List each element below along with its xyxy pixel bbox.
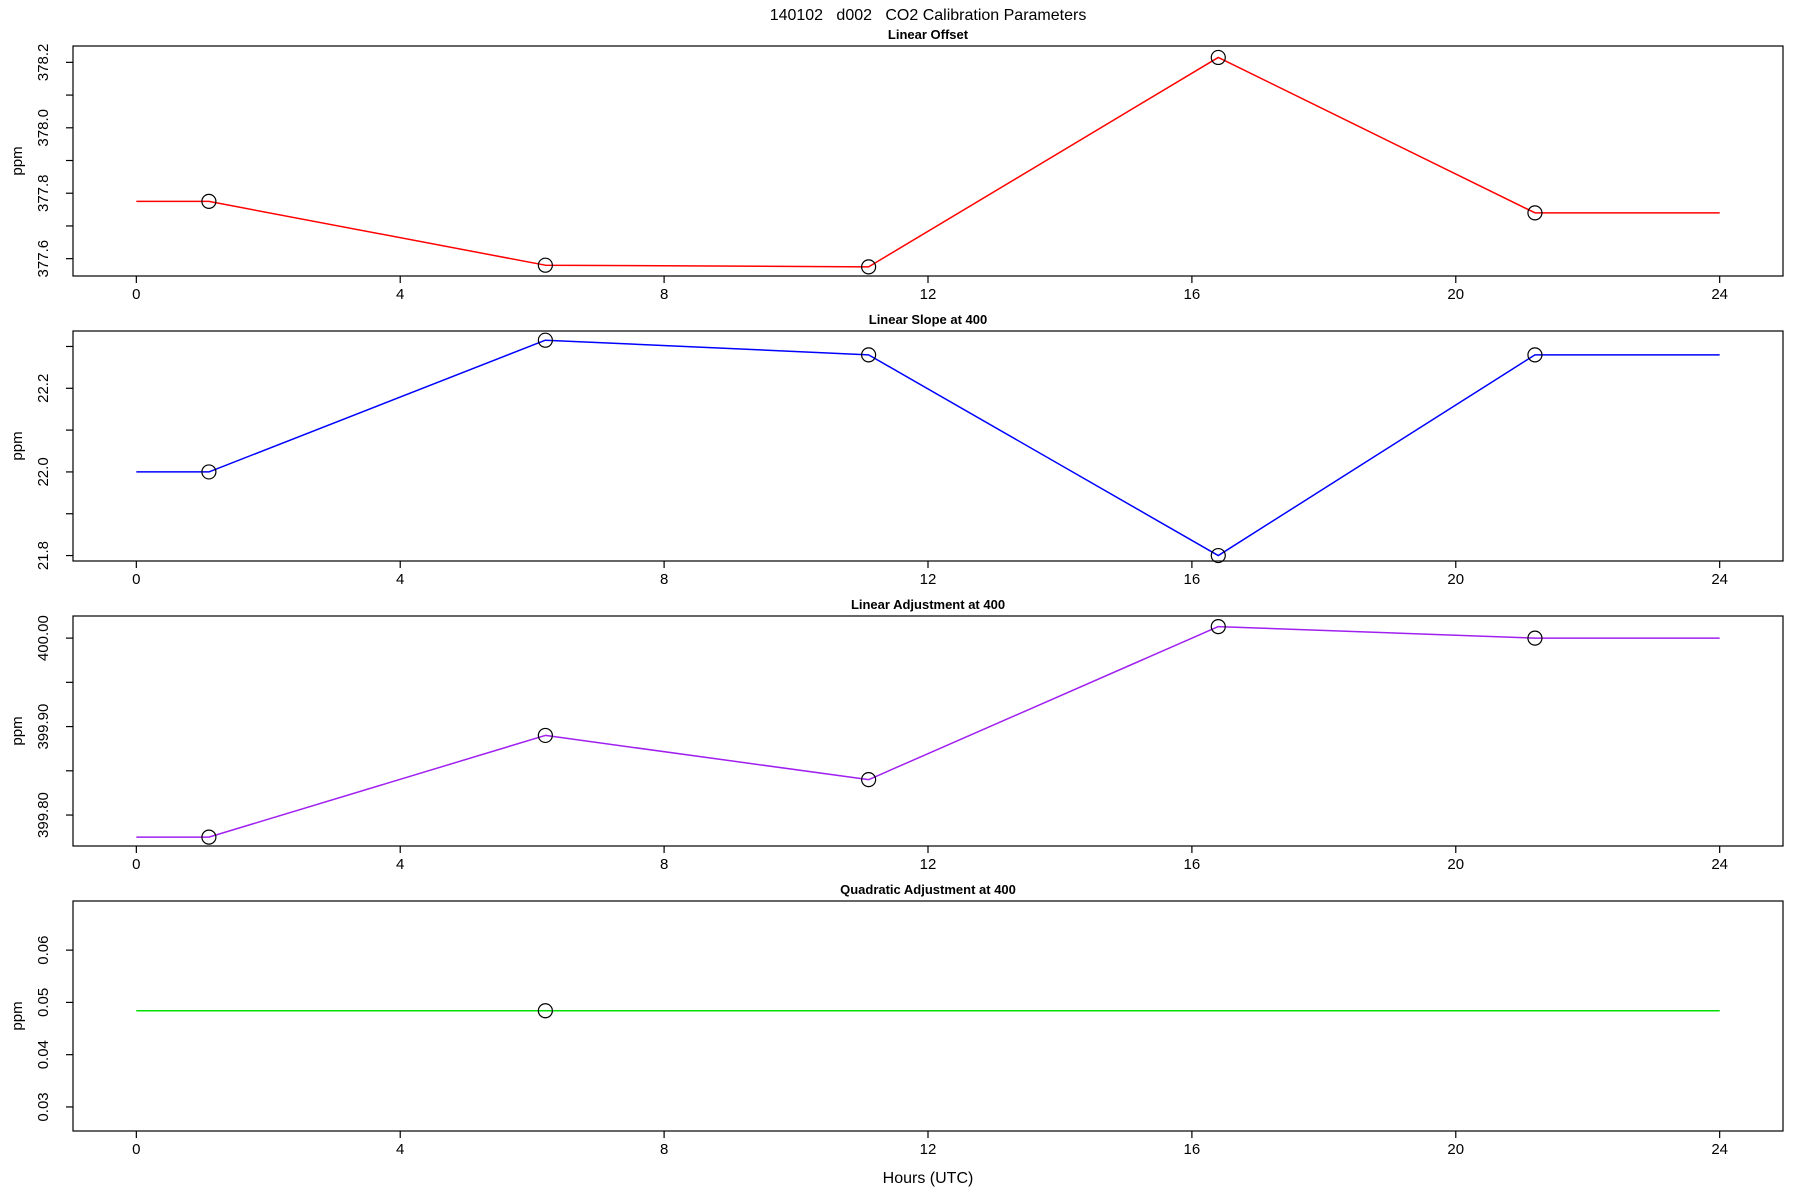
x-axis-tick-label: 24 (1711, 286, 1728, 303)
x-axis-tick-label: 16 (1184, 1141, 1201, 1158)
y-axis-title: ppm (9, 146, 26, 175)
y-axis-tick-label: 399.90 (35, 704, 52, 750)
x-axis-tick-label: 0 (132, 286, 140, 303)
y-axis-tick-label: 400.00 (35, 615, 52, 661)
x-axis-tick-label: 20 (1447, 571, 1464, 588)
y-axis-tick-label: 378.2 (35, 44, 52, 82)
data-point-marker (1527, 630, 1543, 646)
x-axis-tick-label: 8 (660, 1141, 668, 1158)
x-axis-tick-label: 0 (132, 856, 140, 873)
x-axis-tick-label: 4 (396, 856, 404, 873)
y-axis-tick-label: 377.8 (35, 174, 52, 212)
x-axis-tick-label: 8 (660, 571, 668, 588)
x-axis-tick-label: 12 (920, 1141, 937, 1158)
y-axis-tick-label: 0.04 (35, 1040, 52, 1069)
y-axis-tick-label: 399.80 (35, 792, 52, 838)
x-axis-tick-label: 20 (1447, 286, 1464, 303)
panel-title: Quadratic Adjustment at 400 (840, 882, 1016, 897)
panel-title: Linear Offset (888, 27, 969, 42)
data-point-marker (861, 772, 877, 788)
data-point-marker (1210, 619, 1226, 635)
plot-border (72, 330, 1784, 562)
panel-linear-adjustment-at-400: Linear Adjustment at 400 0 4 8 12 16 20 24 399.8… (9, 597, 1784, 873)
x-axis-tick-label: 4 (396, 1141, 404, 1158)
x-axis-tick-label: 20 (1447, 856, 1464, 873)
x-axis-tick-label: 12 (920, 571, 937, 588)
plot-border (72, 900, 1784, 1132)
panel-linear-slope-at-400: Linear Slope at 400 0 4 8 12 16 20 24 21.8 22.0 22… (9, 312, 1784, 588)
y-axis-tick-label: 22.2 (35, 374, 52, 403)
y-axis-title: ppm (9, 1001, 26, 1030)
x-axis-tick-label: 8 (660, 856, 668, 873)
data-point-marker (537, 727, 553, 744)
data-point-marker (1210, 49, 1226, 66)
x-axis-title: Hours (UTC) (882, 1170, 974, 1187)
data-point-marker (1527, 205, 1543, 221)
y-axis-tick-label: 21.8 (35, 541, 52, 570)
plot-border (72, 615, 1784, 847)
panel-linear-offset: Linear Offset 0 4 8 12 16 20 24 377.6 377.8 378.0 3… (9, 27, 1784, 303)
x-axis-tick-label: 0 (132, 1141, 140, 1158)
x-axis-tick-label: 8 (660, 286, 668, 303)
data-point-marker (537, 257, 553, 273)
x-axis-tick-label: 24 (1711, 571, 1728, 588)
x-axis-tick-label: 24 (1711, 856, 1728, 873)
y-axis-tick-label: 377.6 (35, 240, 52, 278)
figure-title: 140102 d002 CO2 Calibration Parameters (769, 7, 1087, 24)
y-axis-tick-label: 22.0 (35, 457, 52, 486)
data-point-marker (537, 1003, 553, 1019)
data-point-marker (537, 332, 553, 348)
data-point-marker (201, 829, 217, 845)
panel-quadratic-adjustment-at-400: Quadratic Adjustment at 400 0 4 8 12 16 20 24 0.… (9, 882, 1784, 1158)
y-axis-tick-label: 0.06 (35, 936, 52, 965)
y-axis-title: ppm (9, 431, 26, 460)
data-point-marker (861, 259, 877, 275)
y-axis-title: ppm (9, 716, 26, 745)
y-axis-tick-label: 378.0 (35, 109, 52, 147)
plot-border (72, 45, 1784, 277)
x-axis-tick-label: 12 (920, 856, 937, 873)
series-line (136, 339, 1720, 557)
data-point-marker (201, 193, 217, 210)
x-axis-tick-label: 24 (1711, 1141, 1728, 1158)
panel-title: Linear Slope at 400 (869, 312, 988, 327)
x-axis-tick-label: 16 (1184, 856, 1201, 873)
x-axis-tick-label: 12 (920, 286, 937, 303)
x-axis-tick-label: 20 (1447, 1141, 1464, 1158)
data-point-marker (201, 464, 217, 480)
panel-title: Linear Adjustment at 400 (851, 597, 1005, 612)
series-line (136, 56, 1720, 268)
y-axis-tick-label: 0.05 (35, 988, 52, 1017)
x-axis-tick-label: 4 (396, 571, 404, 588)
data-point-marker (1210, 547, 1226, 564)
x-axis-tick-label: 16 (1184, 571, 1201, 588)
x-axis-tick-label: 4 (396, 286, 404, 303)
data-point-marker (1527, 347, 1543, 363)
x-axis-tick-label: 0 (132, 571, 140, 588)
series-line (136, 625, 1720, 838)
y-axis-tick-label: 0.03 (35, 1092, 52, 1121)
x-axis-tick-label: 16 (1184, 286, 1201, 303)
data-point-marker (861, 347, 877, 363)
